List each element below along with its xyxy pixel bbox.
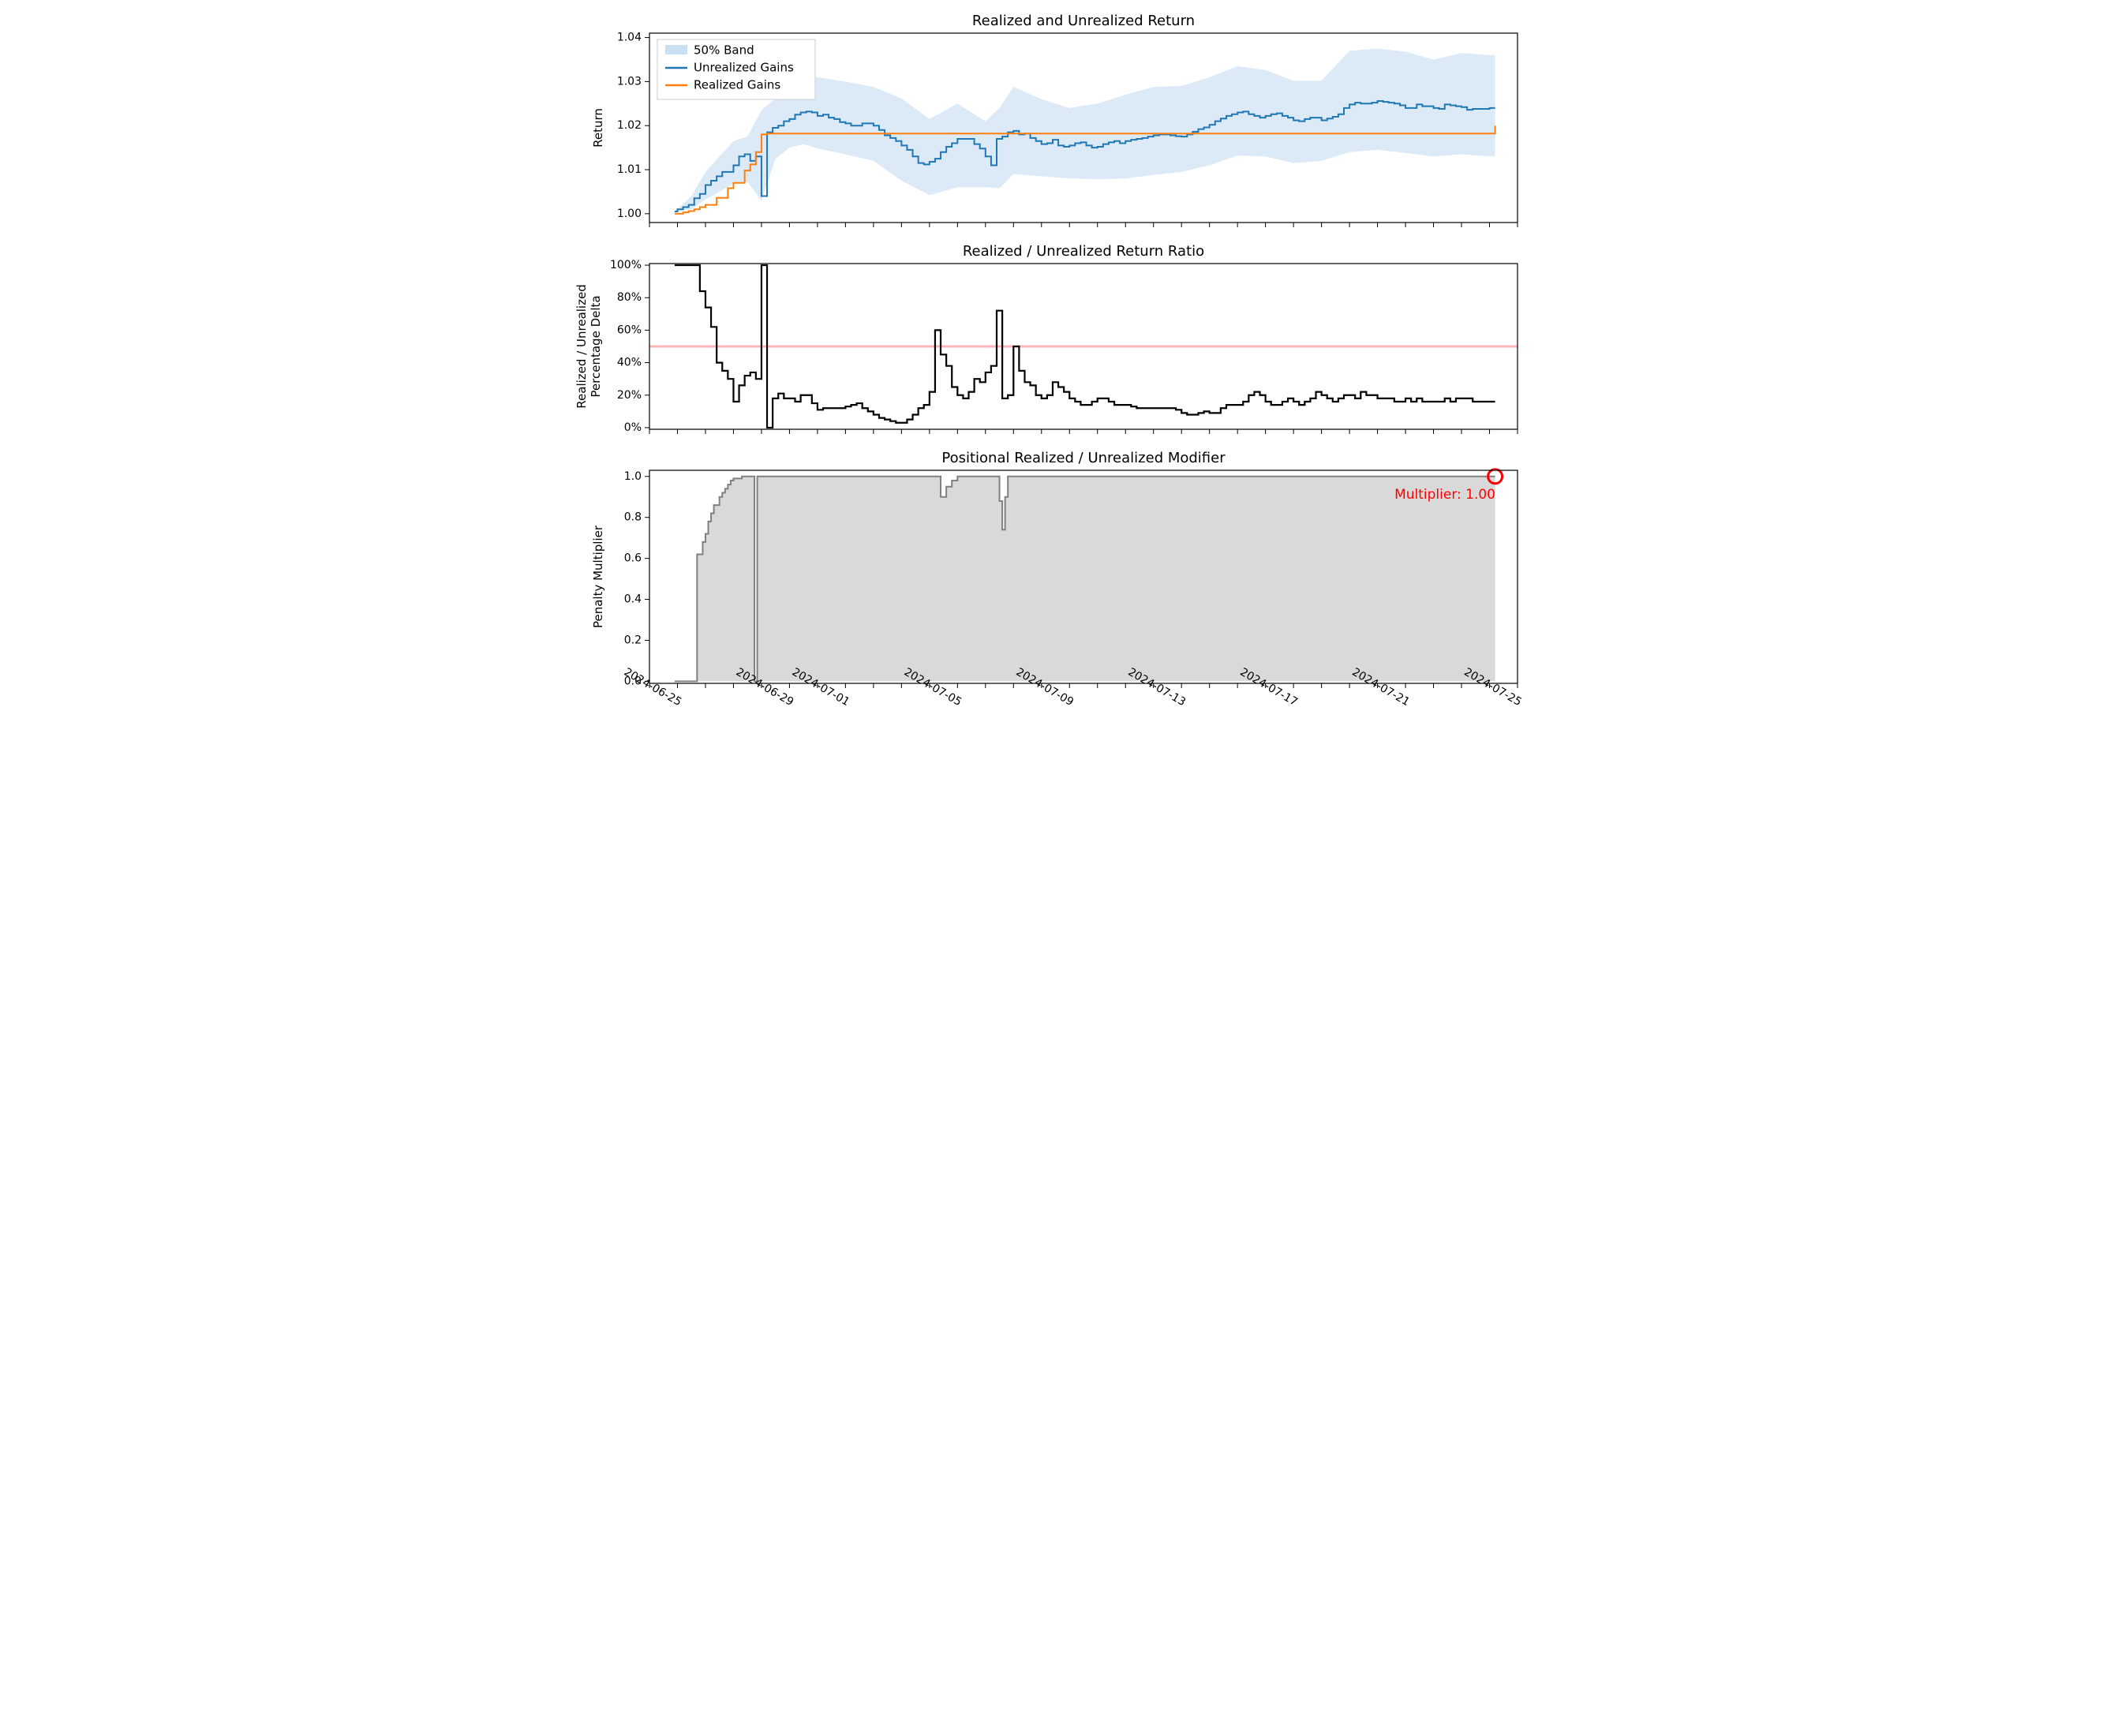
penalty-area (674, 477, 1495, 682)
y-tick-label: 1.02 (616, 119, 641, 132)
multiplier-annotation: Multiplier: 1.00 (1394, 487, 1495, 503)
y-tick-label: 0.2 (623, 634, 641, 646)
y-tick-label: 1.01 (616, 163, 641, 176)
y-tick-label: 1.00 (616, 208, 641, 220)
panel1-title: Realized and Unrealized Return (971, 13, 1194, 29)
y-tick-label: 20% (616, 389, 641, 402)
figure: Realized and Unrealized Return 50% Band Un… (567, 8, 1541, 797)
legend-label: Unrealized Gains (694, 61, 794, 75)
panel2-title: Realized / Unrealized Return Ratio (962, 243, 1203, 260)
legend-label: Realized Gains (694, 78, 780, 92)
panel1-ylabel: Return (591, 108, 605, 148)
y-tick-label: 1.03 (616, 75, 641, 88)
y-tick-label: 0.8 (623, 511, 641, 524)
panel3-title: Positional Realized / Unrealized Modifie… (941, 450, 1226, 466)
y-tick-label: 60% (616, 324, 641, 336)
y-tick-label: 1.0 (623, 470, 641, 483)
panel2-ylabel: Realized / Unrealized (574, 284, 589, 408)
panel2-ylabel: Percentage Delta (589, 295, 603, 397)
panel3-ylabel: Penalty Multiplier (591, 525, 605, 628)
y-tick-label: 0% (623, 421, 641, 434)
chart-svg: Realized and Unrealized Return 50% Band Un… (567, 8, 1541, 797)
y-tick-label: 0.6 (623, 552, 641, 565)
y-tick-label: 1.04 (616, 32, 641, 44)
legend-swatch-band (665, 45, 687, 54)
legend-label: 50% Band (694, 43, 754, 58)
y-tick-label: 100% (609, 259, 641, 271)
y-tick-label: 0.4 (623, 593, 641, 606)
y-tick-label: 80% (616, 291, 641, 304)
y-tick-label: 40% (616, 357, 641, 369)
